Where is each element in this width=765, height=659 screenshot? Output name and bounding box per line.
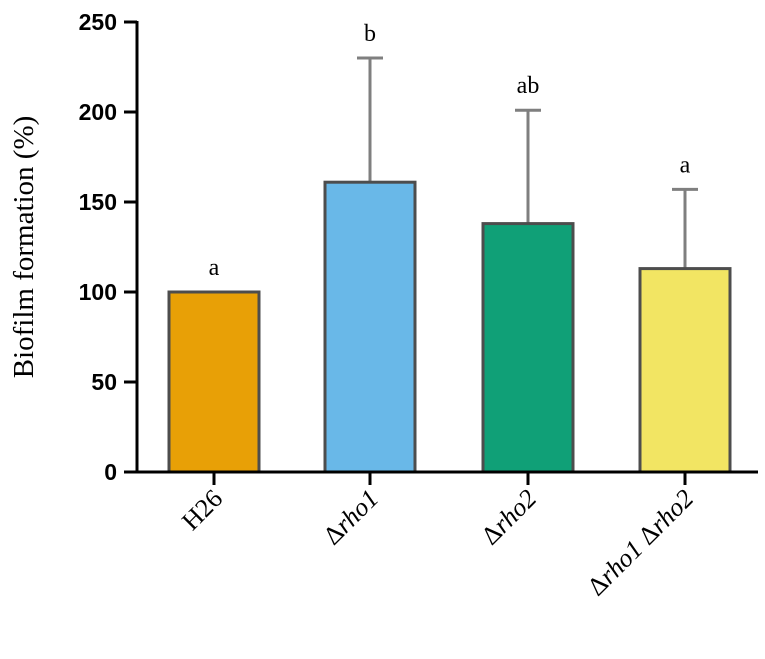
significance-label: a — [209, 255, 220, 281]
significance-label: ab — [517, 73, 540, 99]
x-tick-label: H26 — [176, 484, 228, 536]
y-tick-label: 100 — [79, 279, 117, 305]
x-tick-label: Δrho2 — [475, 484, 542, 551]
y-axis-label: Biofilm formation (%) — [8, 116, 40, 379]
y-axis: 0 50 100 150 200 250 — [79, 9, 139, 485]
y-tick-label: 150 — [79, 189, 117, 215]
x-axis: H26 Δrho1 Δrho2 Δrho1 Δrho2 — [135, 470, 758, 602]
x-tick-label: Δrho1 Δrho2 — [582, 484, 700, 602]
significance-label: b — [364, 21, 376, 47]
y-tick-label: 200 — [79, 99, 117, 125]
bar — [167, 290, 261, 474]
bar — [323, 180, 417, 474]
y-tick-label: 50 — [91, 369, 117, 395]
bar — [481, 222, 575, 474]
y-tick-label: 250 — [79, 9, 117, 35]
bar — [638, 267, 732, 474]
x-tick-label: Δrho1 — [317, 484, 384, 551]
significance-label: a — [680, 152, 691, 178]
y-tick-label: 0 — [104, 459, 117, 485]
